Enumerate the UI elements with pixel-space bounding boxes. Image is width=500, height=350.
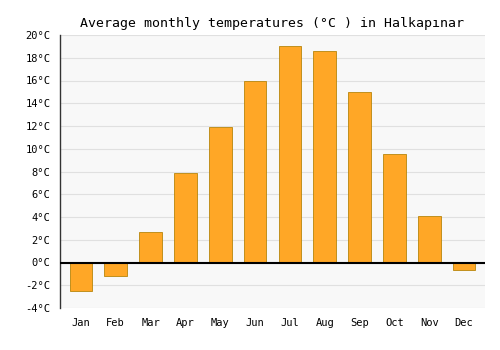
Bar <box>314 51 336 262</box>
Bar <box>418 216 440 262</box>
Bar <box>70 262 92 291</box>
Bar <box>174 173 197 262</box>
Title: Average monthly temperatures (°C ) in Halkapınar: Average monthly temperatures (°C ) in Ha… <box>80 17 464 30</box>
Bar <box>140 232 162 262</box>
Bar <box>104 262 127 276</box>
Bar <box>453 262 475 271</box>
Bar <box>244 80 266 262</box>
Bar <box>348 92 371 262</box>
Bar <box>278 46 301 262</box>
Bar <box>209 127 232 262</box>
Bar <box>383 154 406 262</box>
